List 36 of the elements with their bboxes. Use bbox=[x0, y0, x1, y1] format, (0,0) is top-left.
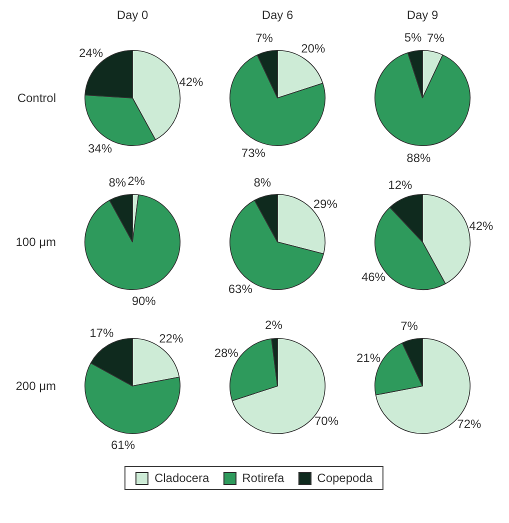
data-label: 29% bbox=[313, 197, 338, 212]
data-label: 63% bbox=[228, 282, 253, 296]
data-label: 7% bbox=[427, 31, 445, 46]
data-label: 17% bbox=[90, 326, 114, 340]
data-label: 22% bbox=[159, 332, 184, 346]
legend-label: Copepoda bbox=[317, 471, 373, 485]
chart-title: Day 0 bbox=[116, 8, 148, 22]
data-label: 7% bbox=[400, 319, 418, 334]
data-label: 70% bbox=[314, 414, 339, 428]
data-label: 8% bbox=[254, 176, 272, 190]
data-label: 24% bbox=[79, 46, 104, 60]
data-label: 21% bbox=[356, 350, 381, 365]
data-label: 28% bbox=[214, 346, 239, 360]
data-label: 2% bbox=[128, 174, 146, 188]
legend-label: Rotirefa bbox=[242, 471, 284, 485]
data-label: 2% bbox=[265, 318, 283, 332]
data-label: 72% bbox=[457, 416, 482, 431]
chart-title: Day 6 bbox=[262, 8, 294, 22]
data-label: 42% bbox=[179, 75, 204, 90]
data-label: 61% bbox=[111, 438, 136, 452]
text: 200 μm bbox=[16, 379, 56, 393]
data-label: 88% bbox=[406, 150, 432, 165]
data-label: 20% bbox=[301, 41, 326, 56]
data-label: 8% bbox=[108, 176, 126, 190]
legend-label: Cladocera bbox=[154, 471, 210, 485]
data-label: 5% bbox=[404, 30, 422, 44]
chart-title: Day 9 bbox=[406, 8, 438, 22]
data-label: 34% bbox=[88, 141, 112, 156]
data-label: 46% bbox=[361, 270, 386, 284]
data-label: 7% bbox=[256, 31, 274, 46]
data-label: 90% bbox=[132, 294, 156, 308]
text: Control bbox=[17, 91, 56, 105]
data-label: 12% bbox=[388, 178, 413, 192]
text: 100 μm bbox=[16, 235, 56, 249]
data-label: 73% bbox=[241, 146, 266, 160]
data-label: 42% bbox=[469, 219, 494, 234]
